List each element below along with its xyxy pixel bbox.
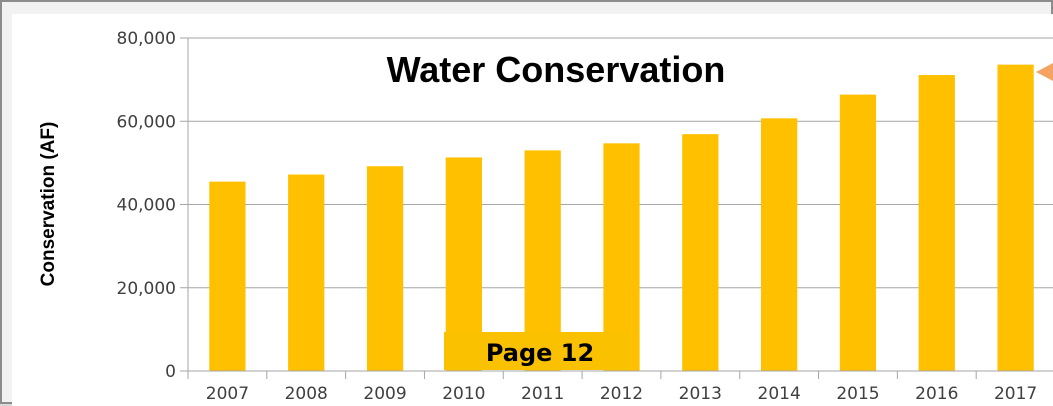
bar-2009: [366, 166, 404, 371]
chart-panel: 0 20,000 40,000 60,000 80,000 2007 2008 2009 201…: [12, 14, 1053, 406]
x-tick-label: 2015: [836, 384, 879, 404]
bar-2008: [288, 174, 325, 371]
page-label-background: [444, 332, 630, 370]
x-tick-label: 2010: [442, 384, 485, 404]
tick-labels: 0 20,000 40,000 60,000 80,000 2007 2008 2009 201…: [117, 29, 1038, 404]
axes: [180, 37, 1053, 379]
bar-2007: [209, 181, 246, 371]
x-tick-label: 2012: [600, 384, 643, 404]
bar-2013: [682, 134, 719, 371]
bar-chart: 0 20,000 40,000 60,000 80,000 2007 2008 2009 201…: [38, 29, 1053, 404]
bars: [209, 64, 1034, 372]
pointer-arrow-icon: [1036, 63, 1053, 81]
x-tick-label: 2017: [994, 384, 1037, 404]
y-tick-label: 20,000: [117, 279, 176, 299]
bar-2014: [761, 118, 798, 372]
bar-2017: [997, 64, 1034, 371]
y-axis-title: Conservation (AF): [38, 122, 59, 287]
page-label: Page 12: [444, 332, 630, 370]
y-tick-label: 0: [165, 362, 176, 382]
page-label-text: Page 12: [486, 339, 594, 367]
chart-title: Water Conservation: [387, 49, 726, 90]
x-tick-label: 2007: [206, 384, 249, 404]
x-tick-label: 2014: [758, 384, 801, 404]
x-tick-label: 2008: [285, 384, 328, 404]
x-tick-label: 2016: [915, 384, 958, 404]
bar-2015: [839, 94, 877, 372]
bar-2016: [918, 75, 955, 371]
x-tick-label: 2011: [521, 384, 564, 404]
x-tick-label: 2013: [679, 384, 722, 404]
x-tick-label: 2009: [363, 384, 406, 404]
y-tick-label: 40,000: [117, 196, 176, 216]
y-tick-label: 60,000: [117, 112, 176, 132]
y-tick-label: 80,000: [117, 29, 176, 49]
